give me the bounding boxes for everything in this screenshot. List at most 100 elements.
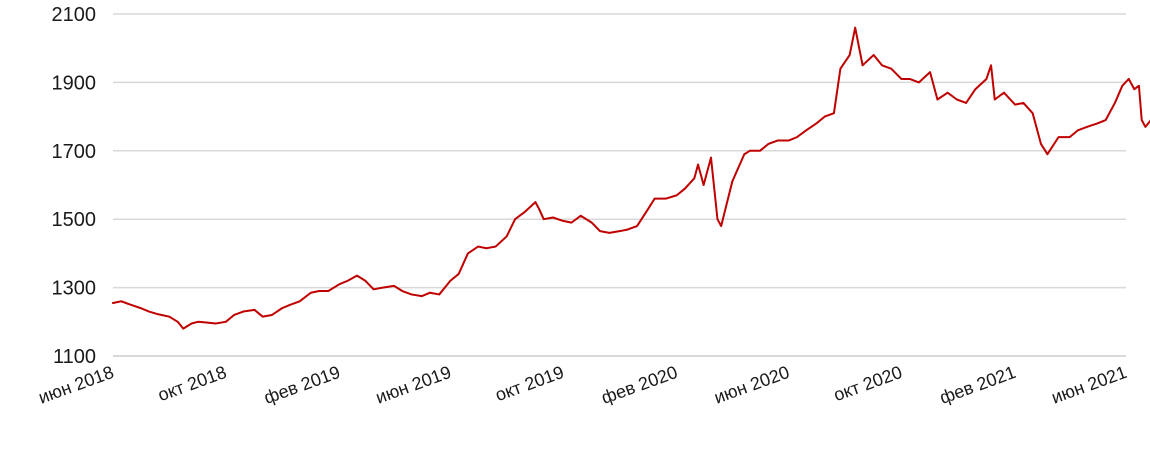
data-point: [1040, 143, 1042, 145]
data-point: [457, 273, 460, 275]
data-point: [805, 129, 807, 132]
data-point: [214, 322, 217, 325]
data-point: [647, 208, 649, 210]
data-point: [767, 143, 770, 145]
data-point: [787, 139, 790, 142]
data-point: [918, 81, 920, 84]
data-point: [956, 98, 958, 101]
y-tick-label: 1700: [52, 141, 97, 163]
data-point: [1133, 88, 1136, 91]
data-point: [697, 163, 699, 166]
data-point: [112, 302, 114, 304]
data-point: [190, 322, 193, 325]
x-tick-label: окт 2018: [155, 362, 229, 405]
data-point: [854, 26, 856, 29]
data-point: [716, 218, 719, 220]
data-point: [552, 216, 554, 219]
data-point: [848, 54, 851, 56]
data-point: [1138, 85, 1140, 87]
data-point: [1114, 102, 1116, 104]
data-point: [401, 290, 404, 292]
x-tick-label: фев 2021: [937, 362, 1018, 408]
data-point: [1031, 112, 1034, 114]
data-point: [148, 310, 150, 313]
x-tick-label: окт 2019: [493, 362, 567, 405]
data-point: [129, 303, 132, 306]
series-line: [112, 26, 1150, 330]
data-point: [562, 220, 564, 222]
data-point: [839, 67, 842, 70]
data-point: [382, 286, 384, 289]
data-point: [298, 300, 301, 303]
data-point: [449, 279, 452, 282]
data-point: [618, 230, 621, 232]
data-point: [176, 321, 179, 323]
data-point: [197, 321, 199, 323]
data-point: [1104, 119, 1107, 121]
data-point: [579, 214, 582, 217]
data-point: [327, 290, 330, 292]
data-point: [676, 194, 678, 197]
data-point: [759, 150, 761, 152]
data-point: [1014, 103, 1016, 106]
data-point: [570, 221, 573, 224]
data-point: [965, 102, 967, 104]
data-point: [936, 98, 939, 101]
data-point: [1086, 126, 1088, 128]
data-point: [523, 211, 526, 214]
data-point: [1127, 78, 1130, 80]
data-point: [702, 184, 705, 186]
data-point: [881, 64, 883, 67]
data-point: [815, 122, 818, 125]
data-point: [356, 274, 358, 277]
data-point: [599, 230, 601, 232]
data-point: [438, 293, 441, 296]
data-point: [664, 197, 667, 200]
data-point: [224, 321, 227, 323]
data-point: [494, 245, 497, 248]
data-point: [946, 91, 949, 94]
data-point: [974, 88, 977, 91]
data-point: [205, 321, 208, 324]
data-point: [608, 232, 611, 234]
data-point: [636, 225, 638, 227]
data-point: [505, 235, 508, 238]
data-point: [900, 78, 903, 80]
y-tick-label: 2100: [52, 4, 97, 26]
data-point: [233, 314, 235, 316]
data-point: [429, 291, 431, 294]
data-point: [684, 187, 686, 190]
data-point: [1057, 136, 1060, 138]
data-point: [534, 201, 537, 203]
data-point: [749, 150, 751, 152]
data-point: [720, 225, 722, 227]
data-point: [1121, 85, 1124, 87]
data-point: [861, 64, 864, 67]
x-tick-label: фев 2019: [261, 362, 342, 408]
x-tick-label: фев 2020: [599, 362, 680, 408]
data-point: [139, 307, 142, 309]
data-point: [242, 310, 245, 313]
data-point: [929, 71, 931, 73]
data-point: [796, 136, 798, 138]
x-tick-label: июн 2020: [711, 362, 792, 408]
data-point: [318, 290, 320, 292]
data-point: [731, 180, 734, 183]
data-point: [309, 291, 312, 294]
data-point: [420, 295, 423, 297]
data-point: [823, 115, 826, 118]
data-point: [538, 208, 540, 210]
data-point: [1068, 136, 1071, 138]
data-point: [693, 177, 696, 179]
data-point: [253, 309, 256, 311]
data-point: [281, 307, 283, 309]
x-tick-label: окт 2020: [831, 362, 905, 405]
x-tick-label: июн 2021: [1049, 362, 1130, 408]
data-point: [1144, 126, 1147, 128]
data-point: [710, 156, 712, 159]
x-tick-label: июн 2018: [36, 362, 117, 408]
data-point: [410, 293, 413, 296]
data-point: [485, 247, 488, 250]
data-point: [1140, 119, 1143, 121]
